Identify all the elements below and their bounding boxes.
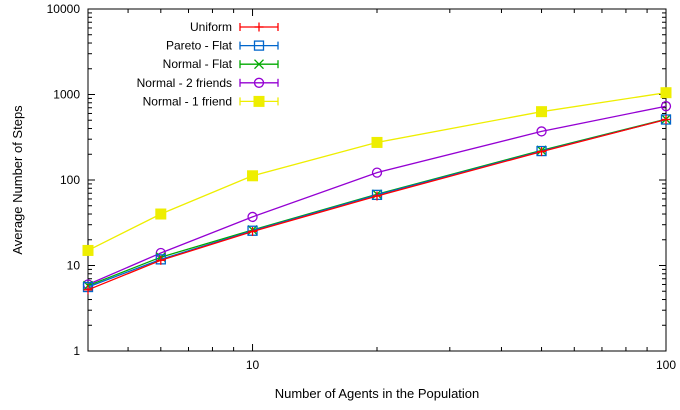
legend-label: Normal - 2 friends [137, 76, 232, 90]
legend-item: Uniform [190, 20, 279, 34]
data-point [254, 59, 264, 70]
y-tick-label: 100 [60, 173, 80, 187]
series-layer [82, 87, 672, 295]
legend-item: Pareto - Flat [166, 39, 279, 53]
data-point [660, 87, 672, 99]
data-point [247, 211, 258, 223]
y-axis-label: Average Number of Steps [10, 105, 25, 255]
legend: Uniform Pareto - Flat Normal - Flat Normal … [137, 20, 279, 108]
x-tick-label: 10 [246, 358, 260, 372]
x-tick-label: 100 [656, 358, 676, 372]
data-point [253, 95, 265, 107]
x-axis-label: Number of Agents in the Population [275, 386, 480, 401]
legend-item: Normal - Flat [163, 57, 279, 71]
data-point [371, 167, 383, 178]
y-tick-label: 1 [73, 344, 80, 358]
data-point [660, 101, 672, 112]
series-line [87, 105, 667, 286]
series-normal-1-friend [82, 87, 672, 256]
data-point [536, 106, 548, 118]
series-uniform [83, 115, 671, 295]
y-tick-label: 1000 [53, 88, 80, 102]
x-axis: 10 100 [127, 9, 676, 372]
legend-label: Normal - 1 friend [143, 94, 232, 108]
y-tick-label: 10000 [47, 2, 81, 16]
data-point [371, 136, 383, 148]
data-point [253, 40, 265, 51]
data-point [155, 208, 167, 220]
series-line [87, 118, 667, 291]
data-point [253, 77, 265, 88]
legend-label: Pareto - Flat [166, 39, 233, 53]
series-line [87, 92, 667, 251]
legend-item: Normal - 2 friends [137, 76, 279, 90]
data-point [82, 244, 94, 256]
legend-item: Normal - 1 friend [143, 94, 279, 108]
legend-label: Uniform [190, 20, 232, 34]
y-tick-label: 10 [67, 259, 81, 273]
data-point [247, 170, 259, 182]
data-point [536, 126, 547, 137]
legend-label: Normal - Flat [163, 57, 233, 71]
